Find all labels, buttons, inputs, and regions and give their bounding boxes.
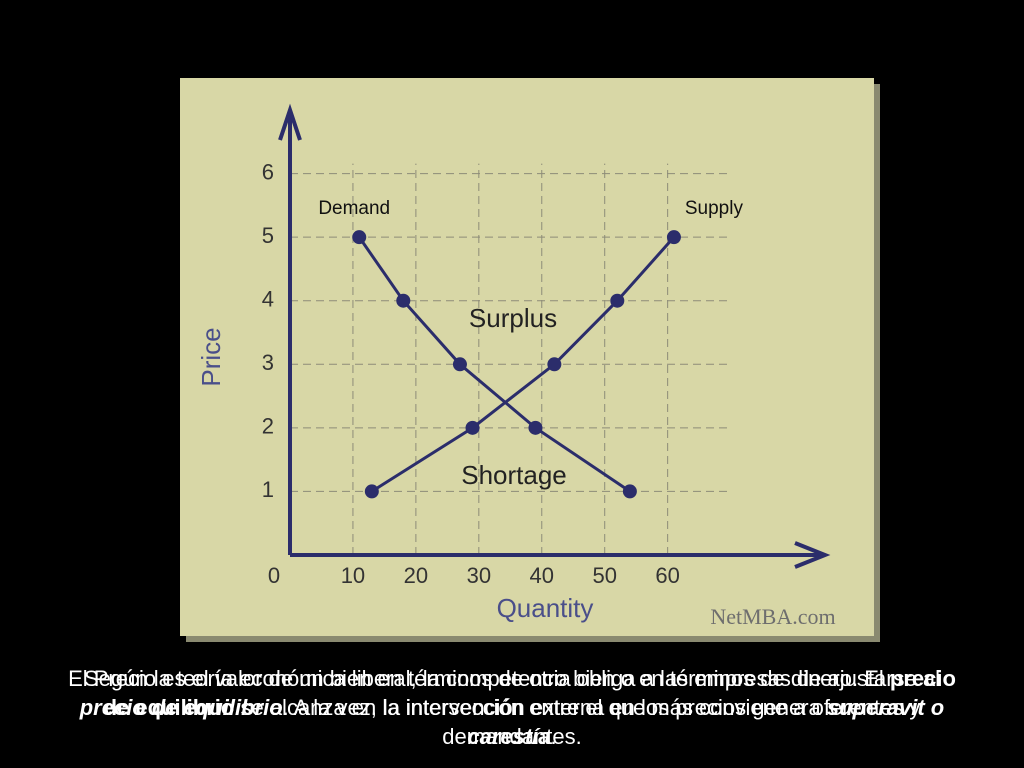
x-tick-label: 40 [530, 563, 554, 588]
caption-2: El Precio es el valor de un bien en térm… [60, 664, 964, 751]
y-tick-label: 3 [262, 350, 274, 375]
chart: 0 10 20 30 40 50 60 1 2 3 4 5 6 Quantity Price Demand Su… [180, 78, 880, 642]
y-axis-label: Price [196, 327, 226, 386]
panel [180, 78, 874, 636]
annotation: Surplus [469, 303, 557, 333]
point [610, 293, 625, 308]
x-tick-label: 0 [268, 563, 280, 588]
point [364, 484, 379, 499]
x-tick-label: 60 [655, 563, 679, 588]
y-tick-label: 6 [262, 159, 274, 184]
y-tick-label: 1 [262, 477, 274, 502]
y-tick-label: 4 [262, 287, 274, 312]
caption-emphasis: superavit o carestía [467, 695, 945, 749]
x-arrow [794, 541, 831, 569]
caption-text: Según la teoría económica liberal, la co… [83, 666, 941, 691]
caption-emphasis: precio de equilibrio [103, 666, 956, 720]
annotation: Shortage [461, 460, 567, 490]
point [396, 293, 411, 308]
point [547, 357, 562, 372]
x-tick-label: 20 [404, 563, 428, 588]
series-label: Demand [318, 198, 390, 219]
x-tick-label: 50 [592, 563, 616, 588]
caption-text: . [550, 724, 557, 749]
x-tick-label: 30 [467, 563, 491, 588]
y-tick-label: 2 [262, 414, 274, 439]
watermark: NetMBA.com [710, 604, 835, 629]
series-label: Supply [685, 198, 744, 219]
caption-1: Según la teoría económica liberal, la co… [60, 664, 964, 751]
caption-text: se alcanza en la intersección entre el q… [234, 695, 921, 749]
point [465, 420, 480, 435]
point [622, 484, 637, 499]
point [352, 230, 367, 245]
caption-text: . A la vez, la intervención externa en l… [282, 695, 827, 720]
x-tick-label: 10 [341, 563, 365, 588]
point [528, 420, 543, 435]
caption-emphasis: precio de equilibrio [79, 695, 283, 720]
caption-text: El Precio es el valor de un bien en térm… [68, 666, 890, 691]
y-arrow [278, 103, 302, 141]
point [452, 357, 467, 372]
y-tick-label: 5 [262, 223, 274, 248]
x-axis-label: Quantity [497, 593, 594, 623]
point [666, 230, 681, 245]
